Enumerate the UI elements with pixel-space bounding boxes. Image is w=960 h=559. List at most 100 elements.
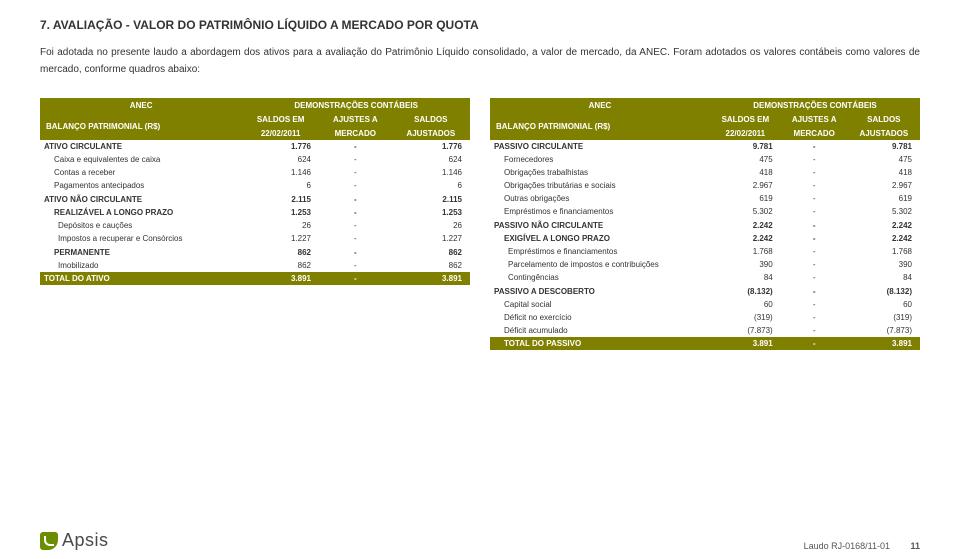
table-row: ATIVO CIRCULANTE1.776-1.776 bbox=[40, 140, 470, 153]
table-row: ATIVO NÃO CIRCULANTE2.115-2.115 bbox=[40, 192, 470, 206]
table-row: Pagamentos antecipados6-6 bbox=[40, 179, 470, 192]
row-label: Contingências bbox=[490, 271, 710, 284]
logo-mark-icon bbox=[40, 532, 58, 550]
table-row: PASSIVO CIRCULANTE9.781-9.781 bbox=[490, 140, 920, 153]
row-val-b: - bbox=[319, 259, 392, 272]
row-val-a: 2.242 bbox=[710, 218, 781, 232]
col-saldos-em-r: SALDOS EM bbox=[710, 113, 781, 127]
table-row: Contas a receber1.146-1.146 bbox=[40, 166, 470, 179]
row-val-c: 26 bbox=[392, 219, 470, 232]
row-label: Depósitos e cauções bbox=[40, 219, 242, 232]
row-label: Obrigações tributárias e sociais bbox=[490, 179, 710, 192]
row-label: Fornecedores bbox=[490, 153, 710, 166]
col-demo: DEMONSTRAÇÕES CONTÁBEIS bbox=[242, 98, 470, 113]
row-val-c: 5.302 bbox=[848, 205, 920, 218]
row-label: Parcelamento de impostos e contribuições bbox=[490, 258, 710, 271]
total-ativo-c: 3.891 bbox=[392, 272, 470, 285]
row-val-b: - bbox=[781, 311, 848, 324]
total-ativo-row: TOTAL DO ATIVO 3.891 - 3.891 bbox=[40, 272, 470, 285]
table-row: Obrigações tributárias e sociais2.967-2.… bbox=[490, 179, 920, 192]
col-mercado-r: MERCADO bbox=[781, 127, 848, 141]
row-label: Capital social bbox=[490, 298, 710, 311]
row-val-a: 418 bbox=[710, 166, 781, 179]
table-row: Capital social60-60 bbox=[490, 298, 920, 311]
row-val-a: 26 bbox=[242, 219, 319, 232]
row-val-b: - bbox=[781, 153, 848, 166]
row-val-a: 1.768 bbox=[710, 245, 781, 258]
row-val-a: (7.873) bbox=[710, 324, 781, 337]
table-row: Fornecedores475-475 bbox=[490, 153, 920, 166]
row-label: Empréstimos e financiamentos bbox=[490, 245, 710, 258]
table-row: Outras obrigações619-619 bbox=[490, 192, 920, 205]
total-passivo-b: - bbox=[781, 337, 848, 350]
row-label: REALIZÁVEL A LONGO PRAZO bbox=[40, 206, 242, 219]
table-row: Obrigações trabalhistas418-418 bbox=[490, 166, 920, 179]
col-anec: ANEC bbox=[40, 98, 242, 113]
row-val-b: - bbox=[319, 153, 392, 166]
row-val-b: - bbox=[781, 140, 848, 153]
ativo-table: ANEC DEMONSTRAÇÕES CONTÁBEIS BALANÇO PAT… bbox=[40, 98, 470, 350]
row-val-c: 2.242 bbox=[848, 232, 920, 245]
row-label: PASSIVO A DESCOBERTO bbox=[490, 284, 710, 298]
col-saldos-em: SALDOS EM bbox=[242, 113, 319, 127]
col-saldos: SALDOS bbox=[392, 113, 470, 127]
row-val-b: - bbox=[781, 324, 848, 337]
passivo-table: ANEC DEMONSTRAÇÕES CONTÁBEIS BALANÇO PAT… bbox=[490, 98, 920, 350]
row-val-b: - bbox=[781, 166, 848, 179]
row-val-c: 2.115 bbox=[392, 192, 470, 206]
row-label: Déficit acumulado bbox=[490, 324, 710, 337]
row-val-c: 624 bbox=[392, 153, 470, 166]
row-val-b: - bbox=[319, 192, 392, 206]
row-val-b: - bbox=[781, 232, 848, 245]
row-label: Obrigações trabalhistas bbox=[490, 166, 710, 179]
row-val-a: 9.781 bbox=[710, 140, 781, 153]
row-label: ATIVO NÃO CIRCULANTE bbox=[40, 192, 242, 206]
row-label: PASSIVO NÃO CIRCULANTE bbox=[490, 218, 710, 232]
row-val-a: 1.253 bbox=[242, 206, 319, 219]
row-val-c: 1.776 bbox=[392, 140, 470, 153]
row-label: Imobilizado bbox=[40, 259, 242, 272]
row-val-b: - bbox=[319, 179, 392, 192]
row-label: Outras obrigações bbox=[490, 192, 710, 205]
total-ativo-b: - bbox=[319, 272, 392, 285]
row-val-c: (7.873) bbox=[848, 324, 920, 337]
row-val-b: - bbox=[781, 284, 848, 298]
row-val-c: 1.253 bbox=[392, 206, 470, 219]
row-label: PASSIVO CIRCULANTE bbox=[490, 140, 710, 153]
row-val-a: 1.776 bbox=[242, 140, 319, 153]
row-val-c: 2.967 bbox=[848, 179, 920, 192]
table-row: EXIGÍVEL A LONGO PRAZO2.242-2.242 bbox=[490, 232, 920, 245]
row-val-a: 619 bbox=[710, 192, 781, 205]
row-val-c: 862 bbox=[392, 259, 470, 272]
row-val-c: 390 bbox=[848, 258, 920, 271]
table-row: REALIZÁVEL A LONGO PRAZO1.253-1.253 bbox=[40, 206, 470, 219]
row-label: Déficit no exercício bbox=[490, 311, 710, 324]
table-row: Impostos a recuperar e Consórcios1.227-1… bbox=[40, 232, 470, 245]
row-val-a: (8.132) bbox=[710, 284, 781, 298]
row-val-b: - bbox=[781, 298, 848, 311]
row-val-a: 390 bbox=[710, 258, 781, 271]
col-demo-r: DEMONSTRAÇÕES CONTÁBEIS bbox=[710, 98, 920, 113]
footer-ref: Laudo RJ-0168/11-01 11 bbox=[804, 541, 920, 551]
total-ativo-label: TOTAL DO ATIVO bbox=[40, 272, 242, 285]
row-val-c: 1.768 bbox=[848, 245, 920, 258]
row-val-c: (8.132) bbox=[848, 284, 920, 298]
table-row: Caixa e equivalentes de caixa624-624 bbox=[40, 153, 470, 166]
row-val-a: 6 bbox=[242, 179, 319, 192]
row-label: EXIGÍVEL A LONGO PRAZO bbox=[490, 232, 710, 245]
table-row: Depósitos e cauções26-26 bbox=[40, 219, 470, 232]
doc-ref: Laudo RJ-0168/11-01 bbox=[804, 541, 890, 551]
row-val-c: 1.146 bbox=[392, 166, 470, 179]
logo-text: Apsis bbox=[62, 530, 109, 551]
row-val-c: 1.227 bbox=[392, 232, 470, 245]
row-label: Caixa e equivalentes de caixa bbox=[40, 153, 242, 166]
row-val-b: - bbox=[319, 232, 392, 245]
intro-paragraph: Foi adotada no presente laudo a abordage… bbox=[40, 44, 920, 78]
total-passivo-c: 3.891 bbox=[848, 337, 920, 350]
row-val-a: 84 bbox=[710, 271, 781, 284]
row-val-a: 1.227 bbox=[242, 232, 319, 245]
row-val-c: 2.242 bbox=[848, 218, 920, 232]
row-label: Impostos a recuperar e Consórcios bbox=[40, 232, 242, 245]
row-val-a: 60 bbox=[710, 298, 781, 311]
table-row: Empréstimos e financiamentos1.768-1.768 bbox=[490, 245, 920, 258]
